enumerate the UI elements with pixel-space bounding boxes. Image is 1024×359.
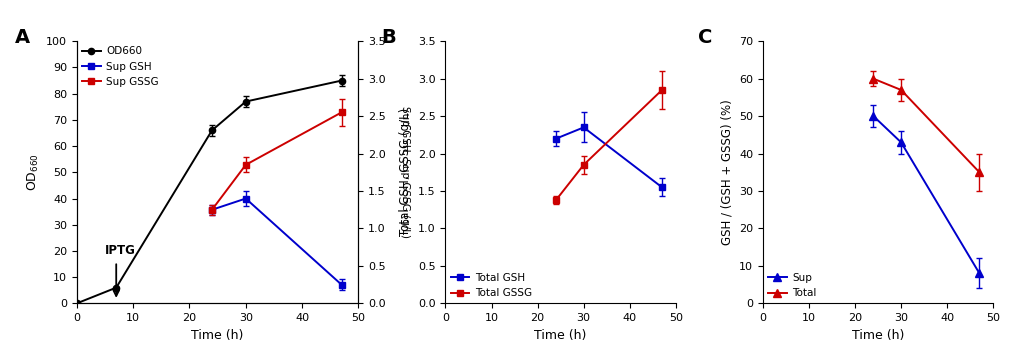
Y-axis label: GSH / (GSH + GSSG) (%): GSH / (GSH + GSSG) (%): [721, 99, 733, 245]
Text: B: B: [381, 28, 395, 47]
X-axis label: Time (h): Time (h): [852, 328, 904, 342]
Y-axis label: Total GSH, GSSG (g/L): Total GSH, GSSG (g/L): [399, 108, 413, 237]
Text: C: C: [698, 28, 713, 47]
Y-axis label: Sup GSH, Sup GSSG (g/L): Sup GSH, Sup GSSG (g/L): [399, 106, 410, 238]
Y-axis label: OD$_{660}$: OD$_{660}$: [26, 153, 41, 191]
Text: IPTG: IPTG: [105, 243, 136, 257]
X-axis label: Time (h): Time (h): [535, 328, 587, 342]
Text: A: A: [14, 28, 30, 47]
Legend: OD660, Sup GSH, Sup GSSG: OD660, Sup GSH, Sup GSSG: [82, 47, 159, 87]
Legend: Sup, Total: Sup, Total: [768, 273, 816, 298]
Legend: Total GSH, Total GSSG: Total GSH, Total GSSG: [451, 273, 531, 298]
X-axis label: Time (h): Time (h): [191, 328, 244, 342]
